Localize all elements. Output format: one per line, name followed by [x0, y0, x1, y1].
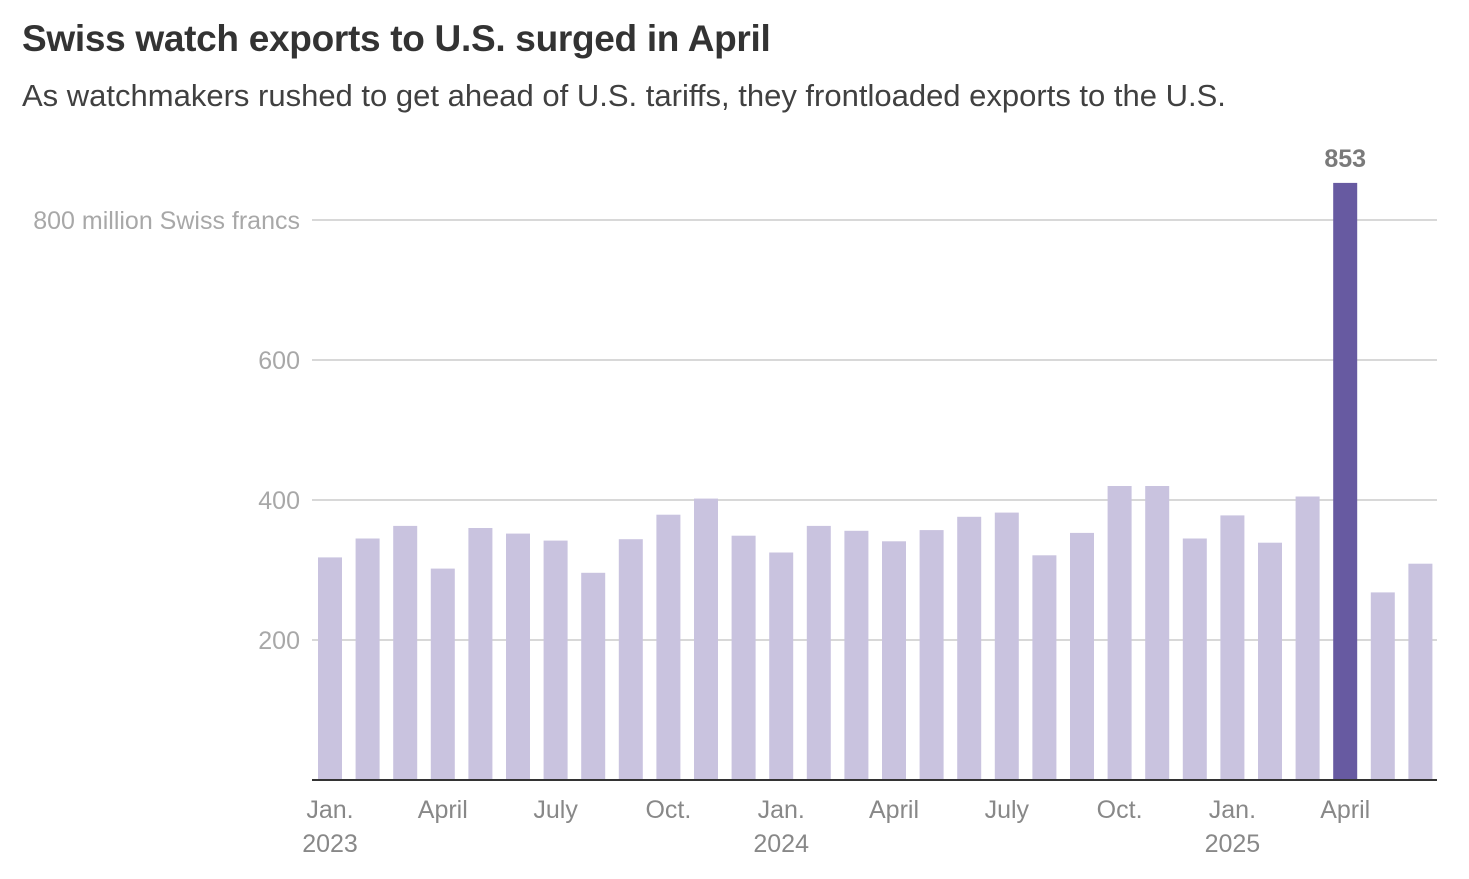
bar — [919, 530, 944, 780]
bar — [694, 498, 718, 780]
bar — [1370, 592, 1395, 780]
bar — [506, 533, 530, 780]
x-tick-label: April — [869, 796, 919, 824]
x-tick-year-label: 2023 — [302, 830, 358, 858]
x-tick-label: July — [533, 796, 578, 824]
bar — [581, 572, 606, 780]
bar — [543, 540, 568, 780]
bar — [1295, 496, 1320, 780]
bar — [1408, 563, 1433, 780]
bar — [1258, 542, 1282, 780]
x-tick-label: July — [985, 796, 1030, 824]
bar — [994, 512, 1019, 780]
chart-title: Swiss watch exports to U.S. surged in Ap… — [22, 18, 771, 59]
bar — [1032, 555, 1057, 780]
bar — [844, 530, 869, 780]
x-tick-year-label: 2024 — [753, 830, 809, 858]
bar — [430, 568, 455, 780]
bar — [1107, 486, 1132, 780]
y-tick-label: 400 — [258, 487, 300, 515]
bar — [1220, 515, 1245, 780]
y-tick-label: 600 — [258, 347, 300, 375]
x-tick-label: Jan. — [758, 796, 805, 824]
x-tick-label: April — [418, 796, 468, 824]
x-tick-label: April — [1320, 796, 1370, 824]
bar-value-label: 853 — [1324, 145, 1366, 173]
bar — [468, 528, 493, 780]
bar — [882, 541, 906, 780]
x-tick-label: Jan. — [306, 796, 353, 824]
y-tick-label: 200 — [258, 627, 300, 655]
bar — [355, 538, 380, 780]
bar — [731, 535, 756, 780]
bar — [656, 514, 681, 780]
bar — [806, 525, 831, 780]
bar — [769, 552, 794, 780]
x-tick-label: Oct. — [645, 796, 691, 824]
bar — [1145, 486, 1170, 780]
bar — [318, 557, 342, 780]
bar — [1070, 532, 1094, 780]
x-tick-label: Jan. — [1209, 796, 1256, 824]
x-tick-year-label: 2025 — [1205, 830, 1261, 858]
chart-subtitle: As watchmakers rushed to get ahead of U.… — [22, 78, 1226, 113]
bar — [393, 525, 418, 780]
bar — [618, 539, 643, 780]
bar-highlight — [1333, 182, 1358, 780]
y-tick-label: 800 million Swiss francs — [33, 207, 300, 235]
bar — [957, 516, 982, 780]
x-tick-label: Oct. — [1097, 796, 1143, 824]
bar — [1182, 538, 1207, 780]
